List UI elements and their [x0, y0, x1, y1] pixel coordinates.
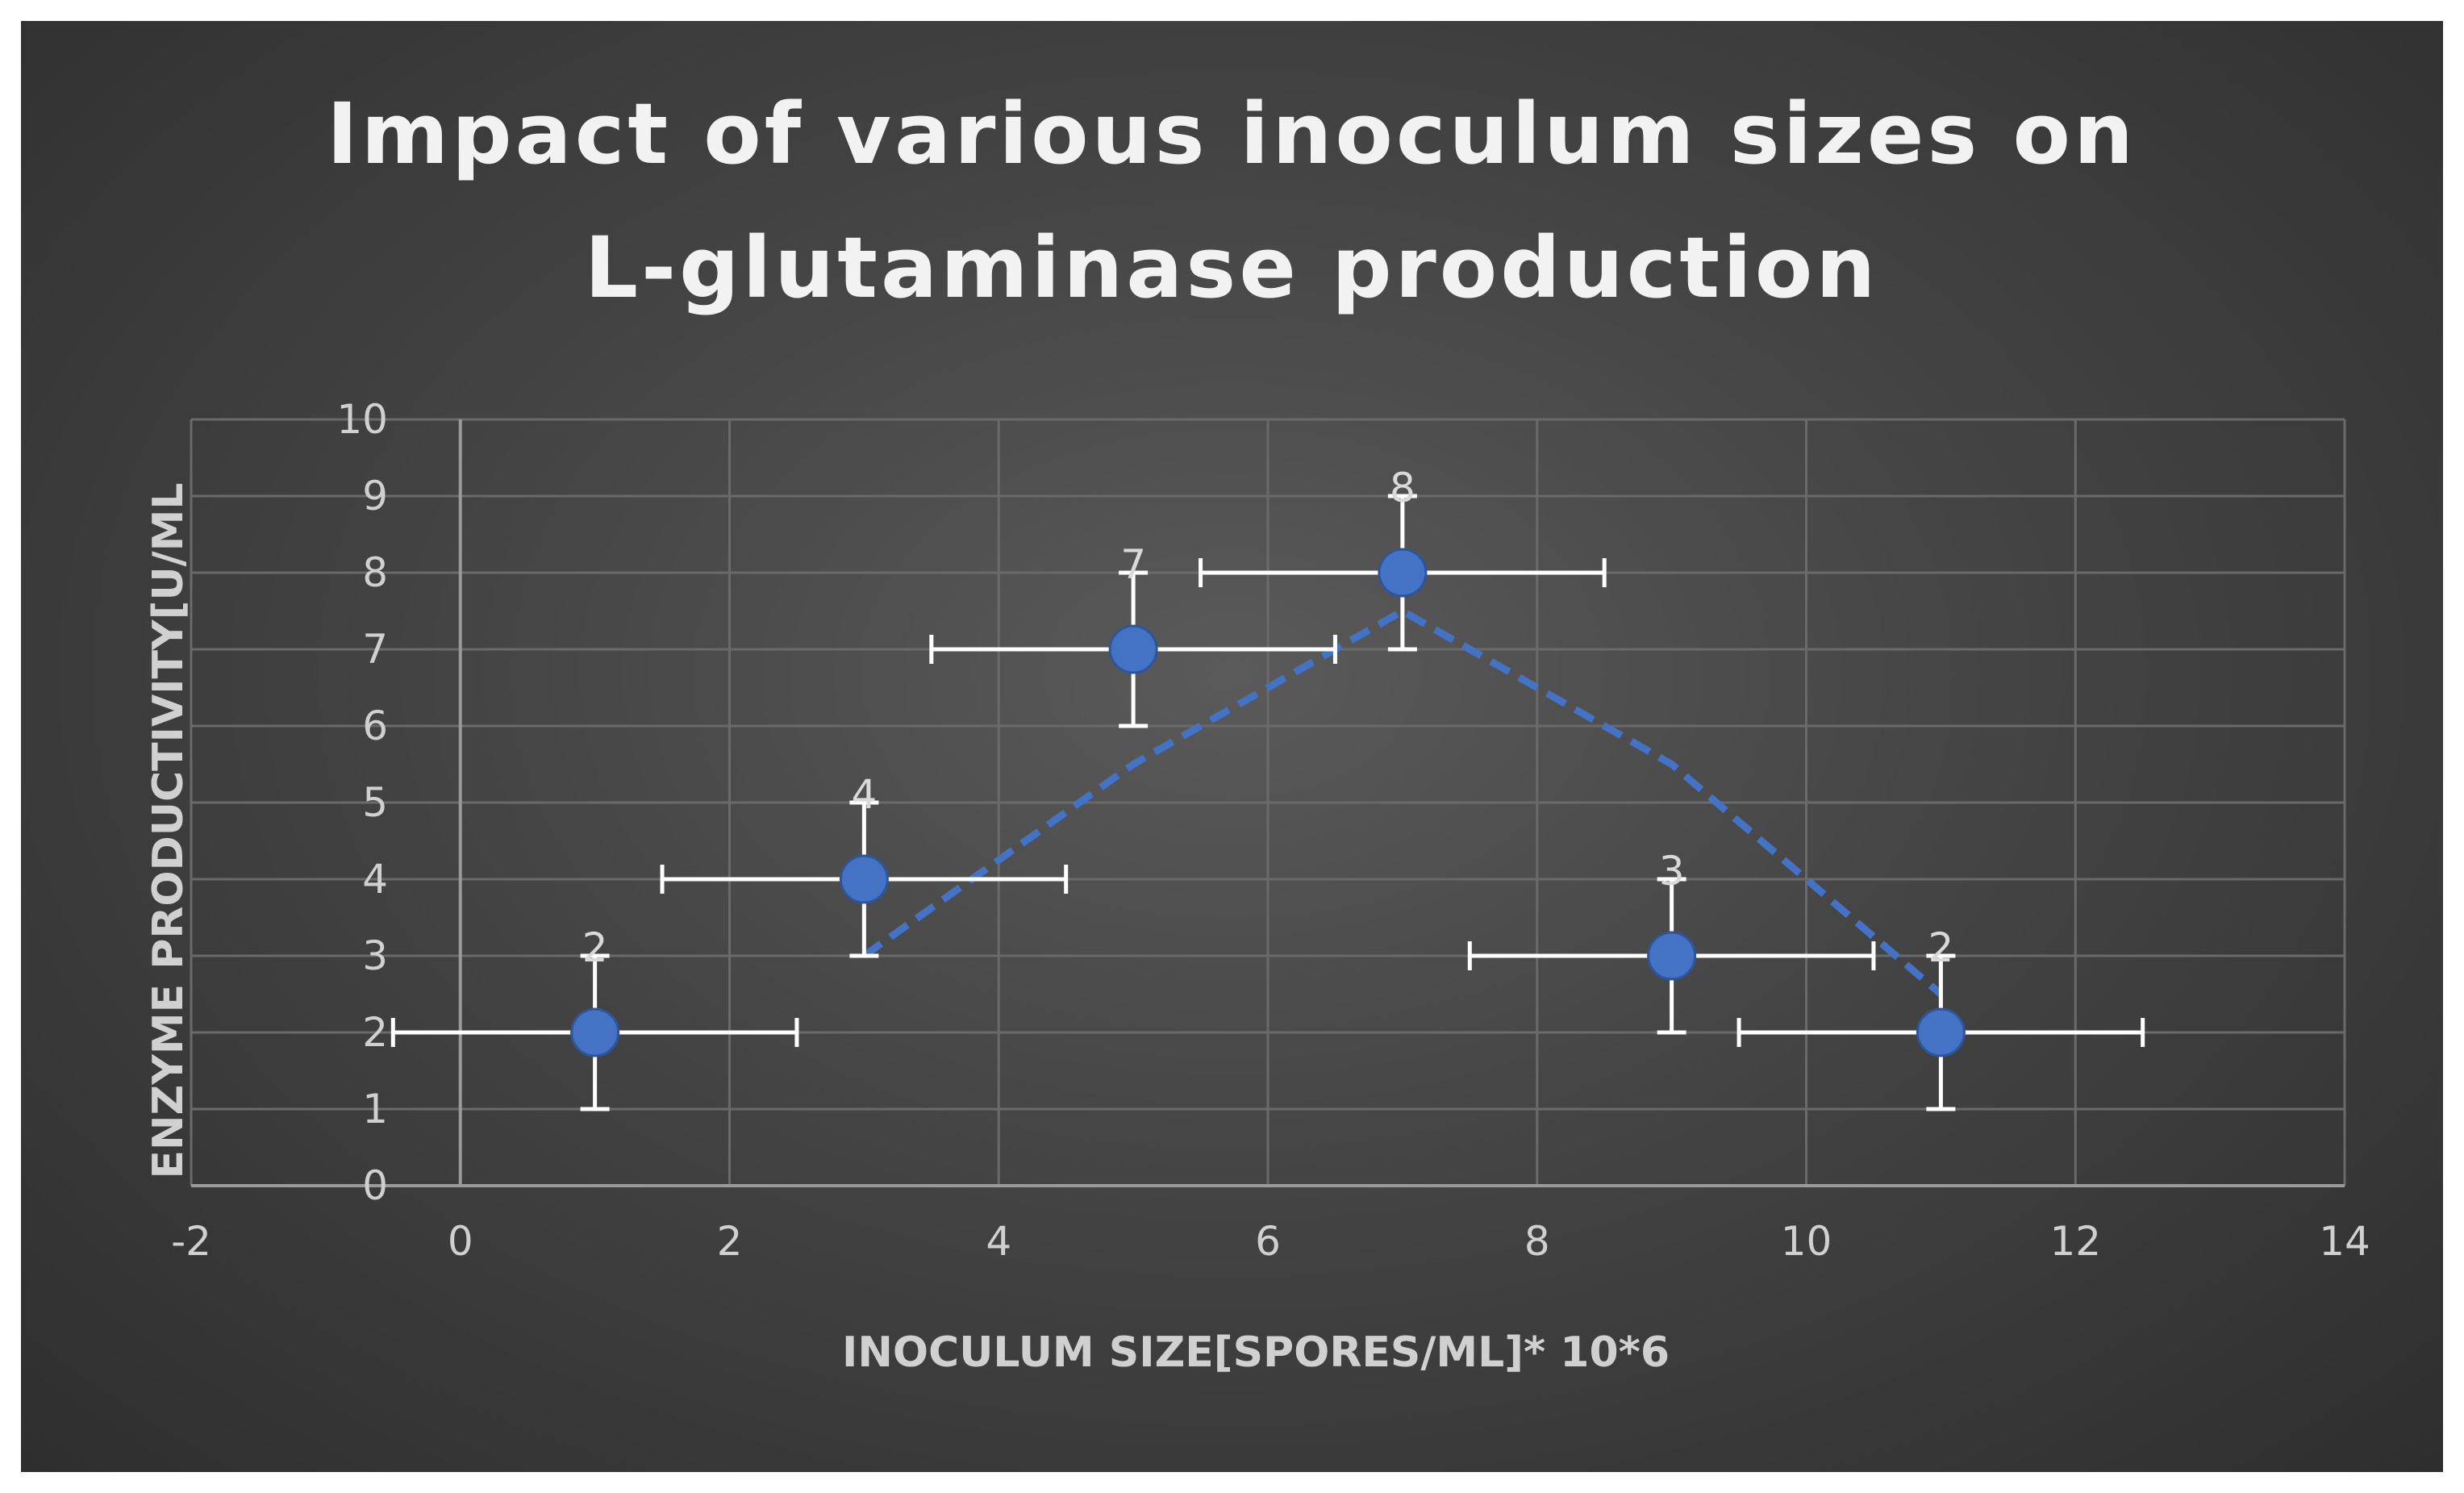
- x-tick-label: 8: [1524, 1218, 1550, 1265]
- trendline: [861, 607, 1944, 997]
- y-tick-label: 7: [362, 626, 388, 673]
- data-points: [570, 548, 1966, 1057]
- x-tick-label: 6: [1255, 1218, 1281, 1265]
- chart-svg: Impact of various inoculum sizes on L-gl…: [144, 85, 2370, 1377]
- data-point: [570, 1007, 620, 1057]
- chart-background: Impact of various inoculum sizes on L-gl…: [21, 21, 2443, 1472]
- data-label: 8: [1390, 465, 1415, 511]
- y-tick-label: 9: [362, 473, 388, 519]
- y-axis-tick-labels: 0 1 2 3 4 5 6 7 8 9 10: [336, 396, 388, 1209]
- chart-title: Impact of various inoculum sizes on L-gl…: [327, 85, 2137, 317]
- data-label: 4: [851, 771, 877, 818]
- x-tick-label: 2: [717, 1218, 743, 1265]
- x-tick-label: 14: [2319, 1218, 2370, 1265]
- x-tick-label: 12: [2049, 1218, 2101, 1265]
- data-label: 7: [1120, 541, 1146, 588]
- data-label: 3: [1659, 848, 1685, 895]
- y-tick-label: 0: [362, 1162, 388, 1209]
- data-point: [839, 854, 889, 904]
- data-point: [1916, 1007, 1966, 1057]
- y-tick-label: 8: [362, 549, 388, 596]
- data-point: [1378, 548, 1428, 598]
- data-label: 2: [582, 924, 608, 971]
- data-point: [1108, 624, 1158, 674]
- chart-title-line-2: L-glutaminase production: [585, 219, 1879, 317]
- axes: [191, 419, 2345, 1187]
- data-labels: 2 4 7 8 3 2: [582, 465, 1954, 971]
- y-tick-label: 1: [362, 1086, 388, 1132]
- gridlines: [190, 418, 2346, 1186]
- y-tick-label: 2: [362, 1009, 388, 1056]
- y-axis-title: ENZYME PRODUCTIVITY[U/ML: [144, 482, 193, 1178]
- y-tick-label: 4: [362, 856, 388, 903]
- x-tick-label: 4: [986, 1218, 1011, 1265]
- x-tick-label: -2: [171, 1218, 211, 1265]
- y-tick-label: 3: [362, 932, 388, 979]
- x-axis-title: INOCULUM SIZE[SPORES/ML]* 10*6: [842, 1328, 1670, 1377]
- data-label: 2: [1928, 924, 1953, 971]
- chart-title-line-1: Impact of various inoculum sizes on: [327, 85, 2137, 183]
- x-tick-label: 0: [448, 1218, 473, 1265]
- y-tick-label: 6: [362, 703, 388, 749]
- trendline-path: [861, 607, 1944, 997]
- x-axis-tick-labels: -2 0 2 4 6 8 10 12 14: [171, 1218, 2370, 1265]
- data-point: [1647, 931, 1697, 981]
- x-tick-label: 10: [1781, 1218, 1832, 1265]
- y-tick-label: 5: [362, 779, 388, 826]
- y-tick-label: 10: [336, 396, 388, 443]
